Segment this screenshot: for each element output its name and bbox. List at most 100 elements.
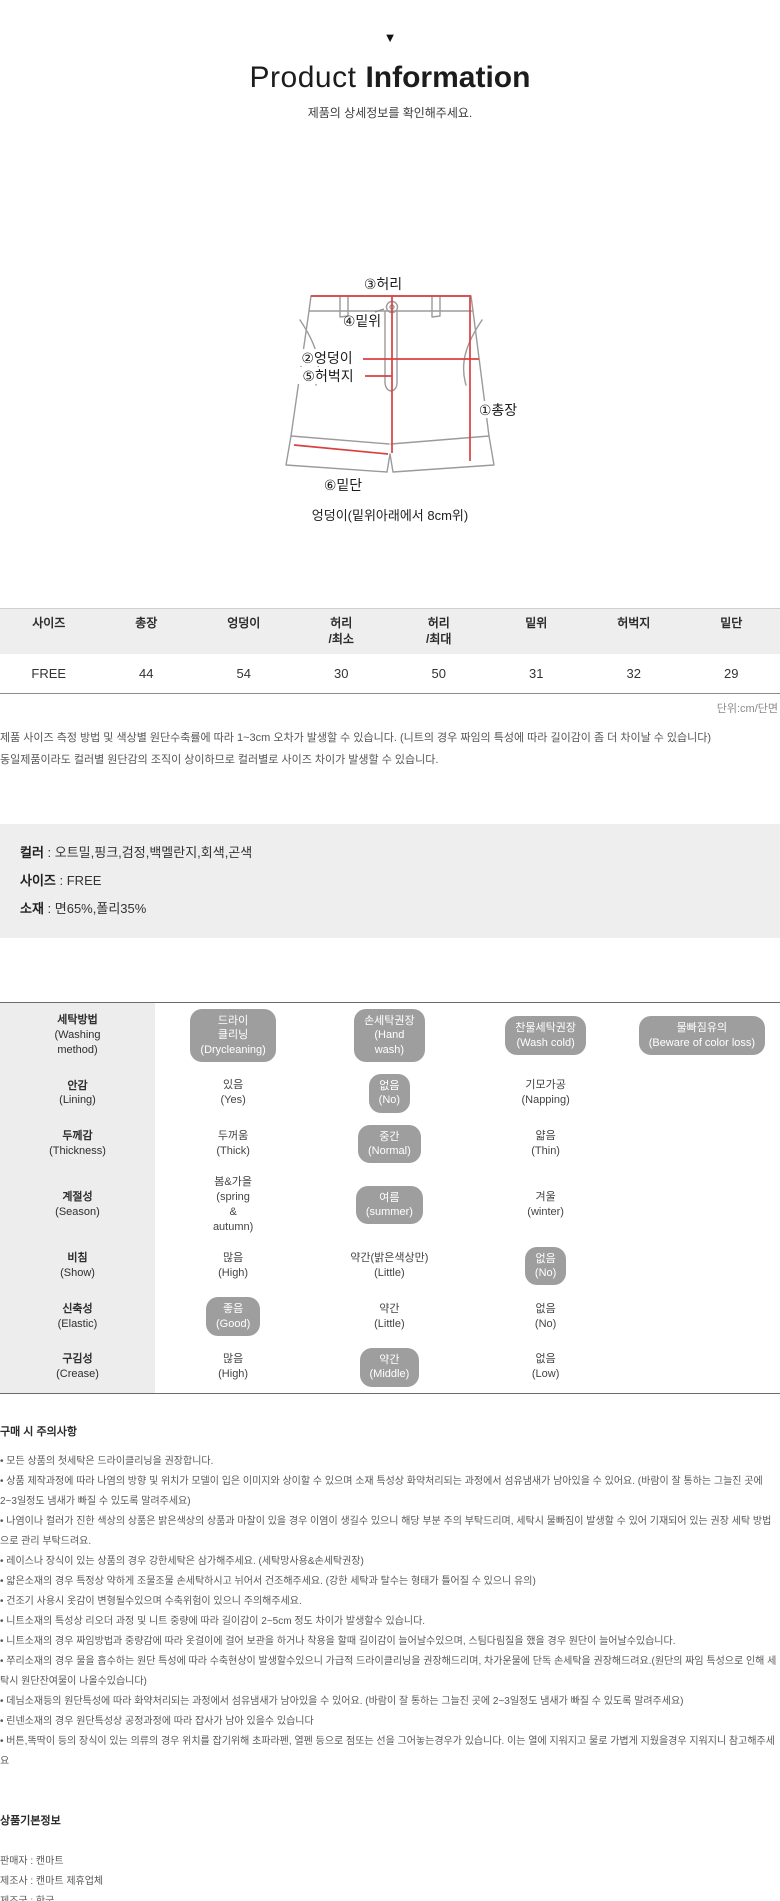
care-option-line: 봄&가을 (214, 1176, 252, 1189)
care-option-line: 드라이 (217, 1015, 249, 1028)
care-row-options: 있음 (Yes) 없음 (No) 기모가공 (Napping) (155, 1068, 780, 1119)
care-option-badge: 중간 (Normal) (357, 1124, 421, 1164)
care-option-line: wash) (374, 1043, 405, 1056)
care-option-line: 찬물세탁권장 (515, 1022, 576, 1035)
care-option-line: 손세탁권장 (364, 1015, 415, 1028)
care-option-badge: 여름 (summer) (355, 1185, 423, 1225)
care-row-label: 계절성 (Season) (0, 1169, 155, 1241)
care-option-line: (High) (218, 1267, 249, 1280)
care-row-options: 봄&가을 (spring & autumn) 여름 (summer) 겨울 (winter) (155, 1169, 780, 1241)
unit-note: 단위:cm/단면 (716, 703, 778, 716)
care-option-line: (Little) (374, 1267, 405, 1280)
care-option-line: 없음 (535, 1252, 556, 1265)
care-label-korean: 계절성 (62, 1191, 93, 1204)
size-table-header-cell: 허벅지 (585, 609, 683, 654)
notice-item: • 니트소재의 특성상 리오더 과정 및 니트 중량에 따라 길이감이 2~5c… (0, 1615, 426, 1627)
size-table-header-line: 총장 (135, 616, 158, 630)
care-option-line: (No) (534, 1317, 557, 1330)
care-option-badge: 없음 (No) (524, 1246, 567, 1286)
size-table-header-line: 사이즈 (32, 616, 66, 630)
summary-color-label: 컬러 (20, 845, 44, 861)
size-table-cell: 44 (139, 666, 154, 682)
care-option-line: 얇음 (535, 1130, 556, 1143)
size-table-header-cell: 허리/최소 (293, 609, 391, 654)
care-option-line: 약간 (379, 1302, 400, 1315)
care-option-line: 없음 (379, 1080, 400, 1093)
care-cell: 두꺼움 (Thick) (155, 1123, 311, 1165)
care-option: 많음 (High) (218, 1251, 248, 1281)
page-title-light: Product (249, 61, 357, 94)
size-table-cell: 31 (529, 666, 544, 682)
care-option: 많음 (High) (218, 1352, 248, 1382)
care-cell: 중간 (Normal) (311, 1119, 467, 1170)
size-table-header-line: 허벅지 (617, 616, 651, 630)
care-label-korean: 두께감 (62, 1130, 93, 1143)
notice-item: • 상품 제작과정에 따라 나염의 방향 및 위치가 모델이 입은 이미지와 상… (0, 1475, 763, 1507)
care-label-english: (Thickness) (49, 1144, 106, 1157)
care-option-badge: 손세탁권장 (Hand wash) (354, 1009, 425, 1063)
care-cell: 얇음 (Thin) (468, 1123, 624, 1165)
care-cell: 약간 (Little) (311, 1296, 467, 1338)
care-row-label: 두께감 (Thickness) (0, 1118, 155, 1170)
size-note-line: 동일제품이라도 컬러별 원단감의 조직이 상이하므로 컬러별로 사이즈 차이가 … (0, 754, 439, 767)
care-label-english: (Elastic) (57, 1317, 98, 1330)
care-cell (624, 1311, 780, 1323)
size-table-header-cell: 엉덩이 (195, 609, 293, 654)
care-row-label: 비침 (Show) (0, 1240, 155, 1292)
care-option: 두꺼움 (Thick) (216, 1129, 250, 1159)
care-option-line: 많음 (222, 1252, 244, 1265)
size-table-cell: 32 (626, 666, 641, 682)
size-table-header-cell: 허리/최대 (390, 609, 488, 654)
care-label-english: (Washing (54, 1029, 101, 1042)
care-option-line: 약간(밝은색상만) (350, 1252, 429, 1265)
care-label-english: (Show) (60, 1267, 95, 1280)
care-option: 없음 (Low) (532, 1352, 560, 1382)
care-label-korean: 신축성 (62, 1302, 93, 1315)
care-cell: 있음 (Yes) (155, 1072, 311, 1114)
size-table-header-line: 밑단 (720, 616, 743, 630)
size-table-header-cell: 밑단 (683, 609, 780, 654)
care-cell (624, 1087, 780, 1099)
summary-color-value: 오트밀,핑크,검정,백멜란지,회색,곤색 (54, 845, 253, 861)
hip-label-bg (291, 349, 363, 366)
size-table-cell: 30 (334, 666, 349, 682)
care-cell (624, 1361, 780, 1373)
shorts-fly (384, 310, 398, 392)
care-option-line: 많음 (222, 1353, 244, 1366)
size-table-header-line: 엉덩이 (227, 616, 261, 630)
notice-item: • 얇은소재의 경우 특정상 약하게 조물조물 손세탁하시고 뉘어서 건조해주세… (0, 1575, 536, 1587)
care-cell: 약간(밝은색상만) (Little) (311, 1245, 467, 1287)
shorts-diagram: ③허리 ④밑위 ②엉덩이 ⑤허벅지 ①총장 ⑥밑단 (285, 276, 525, 493)
down-triangle-icon: ▼ (383, 30, 397, 45)
care-row: 세탁방법 (Washing method) 드라이 클리닝 (Drycleaning) 손세… (0, 1003, 780, 1069)
thigh-label-bg (291, 367, 365, 384)
care-option-line: autumn) (212, 1220, 254, 1233)
care-option-badge: 드라이 클리닝 (Drycleaning) (190, 1009, 276, 1063)
care-option-line: (Middle) (369, 1368, 410, 1381)
care-cell (624, 1199, 780, 1211)
care-option-line: (No) (534, 1267, 557, 1280)
notice-item: • 린넨소재의 경우 원단특성상 공정과정에 따라 잡사가 남아 있을수 있습니… (0, 1715, 314, 1727)
care-row-label: 구김성 (Crease) (0, 1341, 155, 1393)
care-cell: 손세탁권장 (Hand wash) (311, 1003, 467, 1068)
care-option: 없음 (No) (535, 1302, 556, 1332)
care-cell: 좋음 (Good) (155, 1291, 311, 1342)
care-cell (624, 1138, 780, 1150)
size-table-header-line: 허리 (427, 616, 450, 630)
size-table-header-cell: 총장 (98, 609, 196, 654)
care-label-english: (Lining) (59, 1094, 96, 1107)
care-option-line: 약간 (379, 1353, 400, 1366)
summary-size-label: 사이즈 (20, 873, 56, 889)
size-table-header-line: /최대 (426, 631, 452, 646)
size-note-line: 제품 사이즈 측정 방법 및 색상별 원단수축률에 따라 1~3cm 오차가 발… (0, 732, 712, 745)
basic-info-item: 제조국 : 한국 (0, 1892, 780, 1901)
care-option: 얇음 (Thin) (531, 1129, 560, 1159)
care-option-line: (summer) (365, 1206, 413, 1219)
care-option-line: 없음 (535, 1302, 556, 1315)
size-table-header-line: 허리 (330, 616, 353, 630)
care-cell: 물빠짐유의 (Beware of color loss) (624, 1010, 780, 1061)
care-option-line: (winter) (527, 1205, 564, 1218)
size-table-header-line: 밑위 (525, 616, 548, 630)
